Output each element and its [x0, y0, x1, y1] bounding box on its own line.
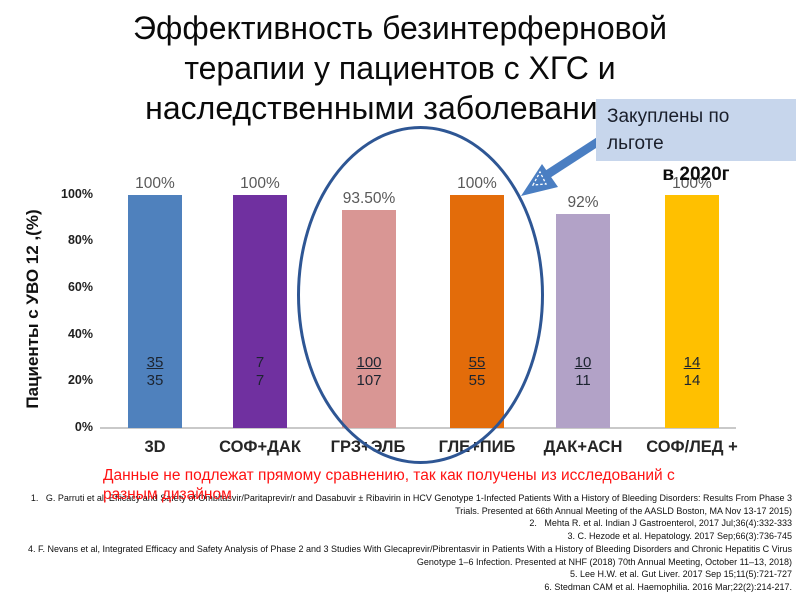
y-tick-label: 60%	[67, 280, 93, 294]
callout-text: Закуплены по льготе	[607, 106, 730, 154]
highlight-ellipse	[297, 126, 544, 464]
bar-sof-dak: 100%	[233, 175, 287, 428]
comparison-disclaimer: Данные не подлежат прямому сравнению, та…	[103, 467, 675, 503]
bar-value-label: 100%	[135, 175, 175, 192]
y-tick-label: 20%	[67, 373, 93, 387]
y-tick-label: 40%	[67, 327, 93, 341]
bar-3d: 100%	[128, 175, 182, 428]
bar-fraction: 7 7	[233, 354, 287, 390]
bar-fraction: 14 14	[665, 354, 719, 390]
reference-item: 1. G. Parruti et al, Efficacy and Safety…	[30, 493, 792, 516]
fraction-denominator: 11	[575, 372, 591, 389]
slide-title-line-3: наследственными заболеваниями	[145, 90, 655, 126]
bar-value-label: 100%	[240, 175, 280, 192]
y-axis-title: Пациенты с УВО 12 ,(%)	[23, 209, 42, 409]
category-label-sof-dak: СОФ+ДАК	[219, 438, 301, 456]
reference-item: 2. Mehta R. et al. Indian J Gastroentero…	[529, 518, 792, 529]
slide-title-line-1: Эффективность безинтерферновой	[133, 10, 667, 46]
reference-item: 4. F. Nevans et al, Integrated Efficacy …	[27, 543, 792, 567]
fraction-denominator: 7	[255, 372, 265, 389]
bar-fraction: 10 11	[556, 354, 610, 390]
bar-value-label: 92%	[567, 193, 599, 211]
y-tick-label: 0%	[74, 420, 93, 434]
bar-value-label: 100%	[672, 175, 712, 192]
fraction-numerator: 14	[683, 354, 701, 371]
fraction-denominator: 35	[146, 372, 164, 389]
fraction-numerator: 10	[574, 354, 592, 371]
bar-dak-asn: 92%	[556, 194, 610, 428]
category-label-3d: 3D	[144, 438, 166, 456]
fraction-numerator: 7	[255, 354, 265, 371]
slide-title: Эффективность безинтерферновой терапии у…	[0, 8, 800, 128]
callout-box: Закуплены по льготе	[596, 99, 796, 161]
references-list: 1. G. Parruti et al, Efficacy and Safety…	[10, 492, 792, 594]
reference-item: 3. C. Hezode et al. Hepatology. 2017 Sep…	[567, 531, 792, 542]
category-label-dak-asn: ДАК+АСН	[543, 438, 623, 456]
y-tick-label: 100%	[61, 187, 93, 201]
y-tick-label: 80%	[67, 233, 93, 247]
bar-fraction: 35 35	[128, 354, 182, 390]
reference-item: 6. Stedman CAM et al. Haemophilia. 2016 …	[544, 581, 792, 592]
bar-sof-led: 100%	[665, 175, 719, 428]
fraction-denominator: 14	[683, 372, 701, 389]
slide-title-line-2: терапии у пациентов с ХГС и	[184, 50, 616, 86]
category-label-sof-led: СОФ/ЛЕД +	[646, 438, 738, 456]
fraction-numerator: 35	[146, 354, 164, 371]
reference-item: 5. Lee H.W. et al. Gut Liver. 2017 Sep 1…	[570, 569, 792, 580]
year-note: в 2020г	[662, 164, 730, 185]
